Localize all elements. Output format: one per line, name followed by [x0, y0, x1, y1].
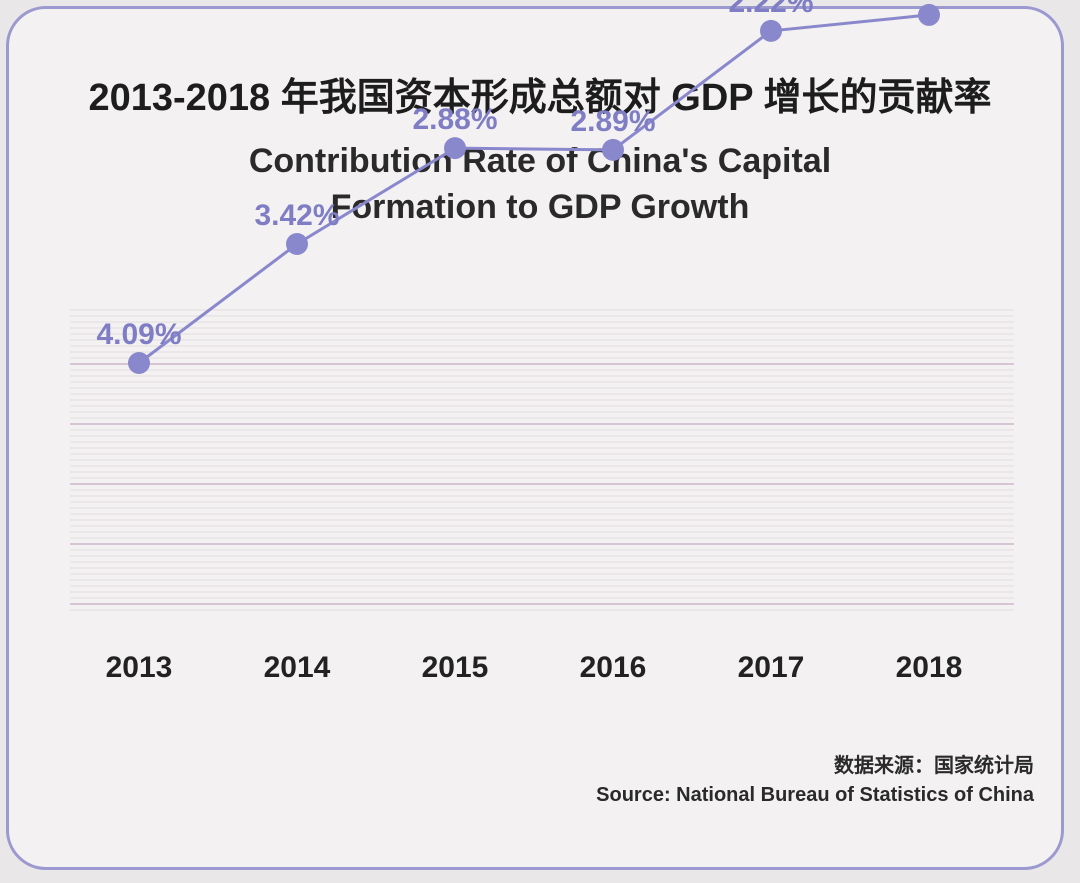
series-line: [138, 13, 930, 365]
source-en: Source: National Bureau of Statistics of…: [596, 784, 1034, 806]
data-points: [128, 3, 940, 374]
x-tick-label: 2014: [264, 651, 331, 684]
x-axis-ticks: 2013 2014 2015 2016 2017 2018: [106, 651, 963, 684]
data-point: [760, 19, 782, 42]
x-tick-label: 2013: [106, 651, 173, 684]
data-point: [918, 3, 940, 26]
x-tick-label: 2017: [738, 651, 805, 684]
data-label: 4.09%: [96, 318, 181, 351]
data-label: 2.89%: [570, 105, 655, 138]
data-labels: 4.09% 3.42% 2.88% 2.89% 2.22% 2.13%: [96, 0, 971, 351]
data-label: 2.22%: [728, 0, 813, 19]
data-point: [128, 352, 150, 374]
source-note: 数据来源：国家统计局 Source: National Bureau of St…: [596, 752, 1034, 810]
data-point: [286, 233, 308, 256]
chart-title-en-line2: Formation to GDP Growth: [330, 188, 750, 226]
source-cn: 数据来源：国家统计局: [834, 755, 1034, 777]
data-point: [602, 138, 624, 161]
chart-title-cn: 2013-2018 年我国资本形成总额对 GDP 增长的贡献率: [88, 77, 992, 119]
data-label: 2.88%: [412, 103, 497, 136]
data-label: 3.42%: [254, 199, 339, 232]
x-tick-label: 2015: [422, 651, 489, 684]
data-point: [444, 137, 466, 160]
data-label: 2.13%: [886, 0, 971, 3]
x-tick-label: 2018: [896, 651, 963, 684]
grid-lines: [70, 309, 1014, 611]
x-tick-label: 2016: [580, 651, 647, 684]
